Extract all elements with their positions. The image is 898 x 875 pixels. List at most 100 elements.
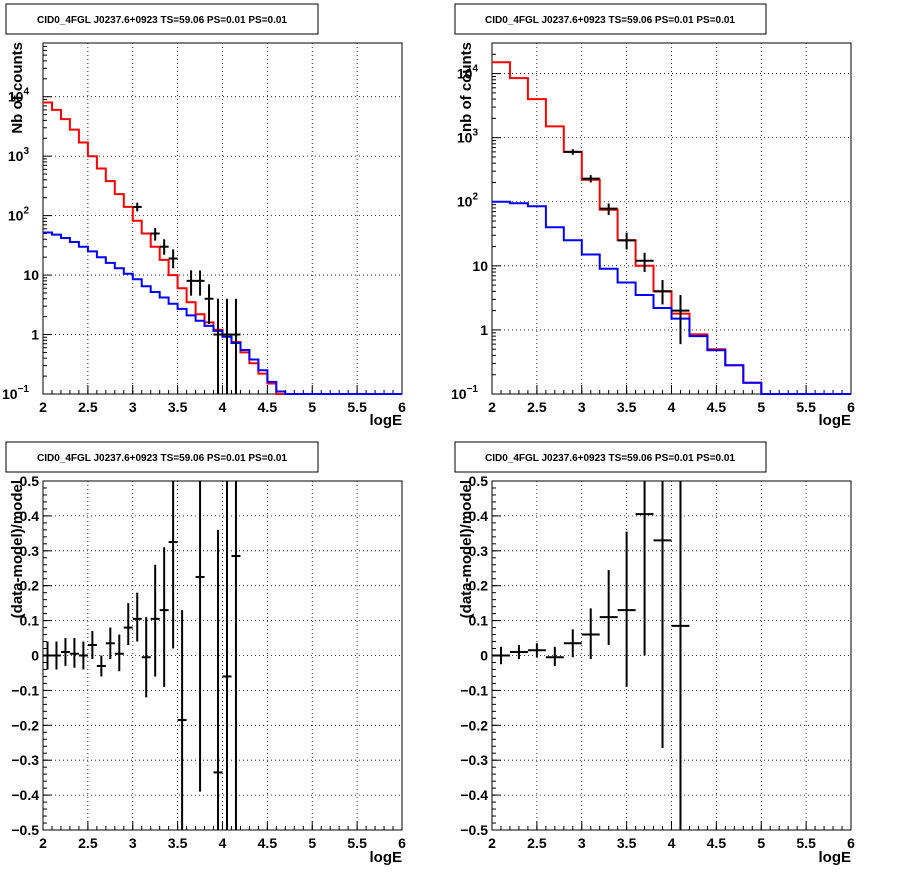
y-tick-label: 103: [457, 128, 479, 146]
x-tick-label: 2: [39, 399, 47, 415]
y-tick-label: 0.1: [20, 613, 40, 629]
x-tick-label: 4: [668, 399, 676, 415]
data-point: [222, 298, 232, 394]
x-tick-label: 2.5: [527, 399, 547, 415]
data-point: [51, 641, 61, 670]
data-point: [150, 227, 160, 241]
data-point: [168, 481, 178, 649]
x-tick-label: 2: [488, 399, 496, 415]
data-point: [509, 645, 528, 659]
data-point: [581, 608, 600, 659]
data-point: [563, 149, 582, 155]
y-tick-label: −0.3: [460, 752, 488, 768]
x-axis-title: logE: [819, 849, 852, 866]
x-tick-label: 5.5: [796, 835, 816, 851]
x-tick-label: 5: [757, 835, 765, 851]
panel-counts-left: CID0_4FGL J0237.6+0923 TS=59.06 PS=0.01 …: [2, 3, 406, 429]
data-point: [105, 627, 115, 659]
y-tick-label: −0.3: [11, 752, 39, 768]
data-point: [527, 643, 546, 658]
data-point: [123, 603, 133, 646]
x-tick-label: 4: [668, 835, 676, 851]
x-tick-label: 3: [129, 399, 137, 415]
data-point: [195, 481, 205, 792]
y-axis-title: nb of counts: [458, 42, 475, 132]
data-point: [635, 481, 654, 656]
data-point: [671, 481, 690, 830]
pad-title: CID0_4FGL J0237.6+0923 TS=59.06 PS=0.01 …: [485, 15, 735, 26]
y-tick-label: −0.2: [11, 717, 39, 733]
y-tick-label: 1: [31, 327, 39, 343]
data-point: [617, 531, 636, 687]
data-point: [231, 298, 241, 394]
histogram-series: [492, 200, 851, 395]
data-point: [150, 564, 160, 677]
data-point: [132, 202, 142, 212]
histogram-series: [43, 231, 402, 395]
data-point: [671, 295, 690, 345]
plot-area: 2 2.5 3 3.5 4 4.5 5 5.5 6 −0.5 −0.4 −0.3 −0.2 −0.1 0 0.…: [460, 473, 855, 851]
x-tick-label: 3.5: [617, 835, 637, 851]
x-tick-label: 6: [398, 835, 406, 851]
x-tick-label: 5: [757, 399, 765, 415]
plot-area: 2 2.5 3 3.5 4 4.5 5 5.5 6 −0.5 −0.4 −0.3 −0.2 −0.1 0 0.…: [11, 473, 406, 851]
data-point: [581, 175, 600, 183]
data-point: [222, 481, 232, 830]
y-tick-label: 0.3: [469, 543, 489, 559]
x-tick-label: 3: [578, 835, 586, 851]
x-tick-label: 3: [578, 399, 586, 415]
data-point: [60, 638, 70, 666]
data-point: [617, 232, 636, 250]
data-point: [69, 638, 79, 668]
x-tick-label: 3: [129, 835, 137, 851]
y-tick-label: 0.3: [20, 543, 40, 559]
y-tick-label: 0.1: [469, 613, 489, 629]
x-axis-title: logE: [370, 412, 403, 429]
data-point: [599, 569, 618, 646]
x-tick-label: 3.5: [617, 399, 637, 415]
panel-counts-right: CID0_4FGL J0237.6+0923 TS=59.06 PS=0.01 …: [451, 3, 855, 429]
x-tick-label: 4: [219, 835, 227, 851]
x-tick-label: 6: [398, 399, 406, 415]
y-tick-label: 0.5: [20, 473, 40, 489]
y-tick-label: −0.5: [11, 822, 39, 838]
data-point: [43, 641, 52, 670]
data-point: [653, 481, 672, 748]
y-tick-label: 1: [480, 322, 488, 338]
y-tick-label: −0.4: [11, 787, 39, 803]
data-point: [114, 634, 124, 672]
data-point: [213, 529, 223, 830]
pad-title-box: CID0_4FGL J0237.6+0923 TS=59.06 PS=0.01 …: [5, 441, 319, 473]
y-tick-label: 0.2: [20, 578, 40, 594]
x-tick-label: 3.5: [168, 835, 188, 851]
x-tick-label: 4.5: [707, 835, 727, 851]
pad-title: CID0_4FGL J0237.6+0923 TS=59.06 PS=0.01 …: [485, 453, 735, 464]
plot-frame: [491, 480, 852, 831]
pad-title-box: CID0_4FGL J0237.6+0923 TS=59.06 PS=0.01 …: [5, 3, 319, 35]
y-tick-label: 0.4: [469, 508, 489, 524]
x-tick-label: 5: [308, 399, 316, 415]
pad-title-box: CID0_4FGL J0237.6+0923 TS=59.06 PS=0.01 …: [454, 441, 767, 473]
y-tick-label: 0.5: [469, 473, 489, 489]
y-tick-label: −0.4: [460, 787, 488, 803]
y-axis-title: Nb of counts: [9, 42, 26, 134]
data-point: [231, 481, 241, 830]
y-tick-label: 0.4: [20, 508, 40, 524]
x-tick-label: 2: [488, 835, 496, 851]
y-tick-label: 0: [480, 648, 488, 664]
data-point: [87, 631, 97, 659]
y-tick-label: −0.1: [11, 682, 39, 698]
x-axis-title: logE: [819, 412, 852, 429]
y-tick-label: 103: [8, 146, 30, 164]
y-tick-label: 10: [472, 258, 488, 274]
y-tick-label: 10: [23, 267, 39, 283]
pad-title: CID0_4FGL J0237.6+0923 TS=59.06 PS=0.01 …: [37, 15, 287, 26]
data-point: [204, 284, 214, 325]
data-point: [492, 646, 510, 665]
pad-title: CID0_4FGL J0237.6+0923 TS=59.06 PS=0.01 …: [37, 453, 287, 464]
data-point: [78, 641, 88, 670]
data-point: [132, 592, 142, 642]
x-tick-label: 4: [219, 399, 227, 415]
data-point: [563, 629, 582, 658]
x-tick-label: 5.5: [796, 399, 816, 415]
